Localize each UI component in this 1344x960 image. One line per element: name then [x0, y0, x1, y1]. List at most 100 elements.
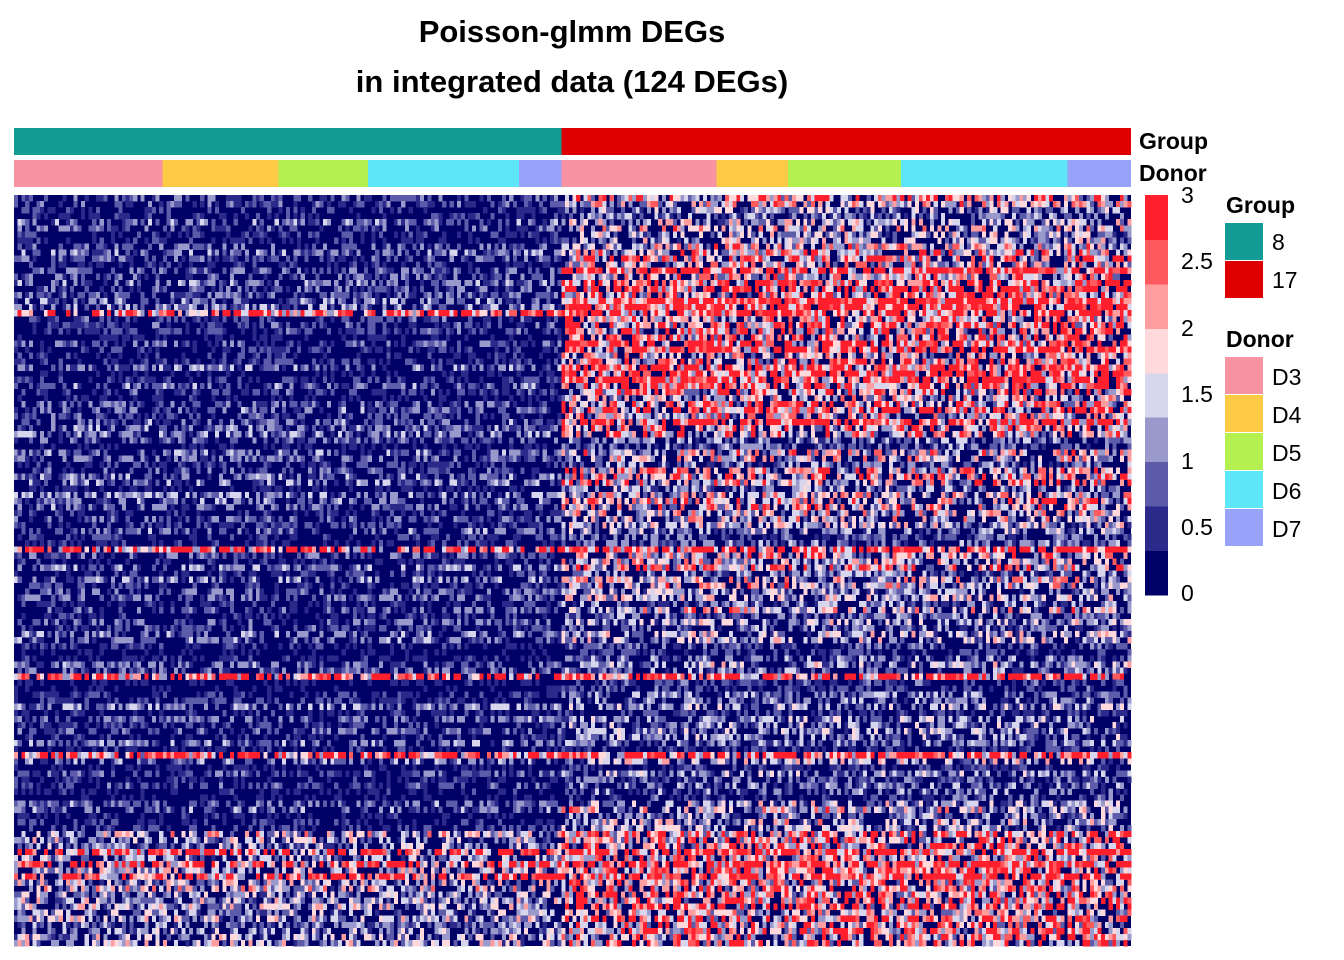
heatmap-cell: [587, 213, 592, 220]
heatmap-cell: [1052, 340, 1057, 347]
heatmap-cell: [650, 273, 655, 281]
donor-bar-17-d6: [900, 160, 1068, 187]
heatmap-cell: [110, 255, 115, 263]
heatmap-cell: [1023, 352, 1028, 359]
heatmap-cell: [1075, 273, 1080, 281]
heatmap-cell: [535, 255, 540, 263]
heatmap-cell: [695, 273, 700, 281]
heatmap-cell: [1026, 267, 1031, 275]
heatmap-cell: [728, 237, 734, 244]
heatmap-cell: [892, 322, 897, 329]
heatmap-cell: [713, 201, 719, 208]
heatmap-cell: [401, 340, 406, 347]
heatmap-cell: [1008, 249, 1013, 256]
heatmap-cell: [907, 316, 912, 323]
heatmap-cell: [911, 225, 916, 232]
heatmap-cell: [699, 322, 704, 329]
heatmap-cell: [1097, 201, 1102, 208]
heatmap-cell: [475, 358, 480, 365]
heatmap-cell: [721, 322, 726, 329]
heatmap-cell: [136, 285, 141, 293]
heatmap-cell: [14, 346, 19, 353]
heatmap-cell: [58, 255, 63, 263]
heatmap-cell: [1034, 273, 1039, 281]
heatmap-cell: [665, 328, 670, 335]
heatmap-cell: [579, 291, 585, 299]
heatmap-cell: [792, 213, 797, 220]
heatmap-cell: [866, 316, 871, 323]
heatmap-cell: [416, 261, 421, 269]
heatmap-cell: [725, 297, 730, 305]
heatmap-cell: [211, 322, 216, 329]
heatmap-cell: [1127, 340, 1132, 347]
heatmap-cell: [944, 322, 949, 329]
heatmap-cell: [959, 322, 964, 329]
heatmap-cell: [613, 267, 618, 275]
heatmap-cell: [795, 231, 801, 238]
heatmap-cell: [710, 310, 715, 317]
heatmap-cell: [1075, 231, 1080, 238]
heatmap-cell: [237, 358, 242, 365]
heatmap-cell: [1060, 340, 1065, 347]
heatmap-cell: [747, 316, 752, 323]
heatmap-cell: [352, 291, 357, 299]
heatmap-cell: [77, 291, 82, 299]
heatmap-cell: [1127, 249, 1132, 256]
heatmap-cell: [676, 316, 681, 323]
heatmap-cell: [557, 267, 562, 275]
heatmap-cell: [267, 358, 272, 365]
heatmap-cell: [1093, 285, 1098, 293]
heatmap-cell: [367, 195, 372, 202]
heatmap-cell: [58, 328, 63, 335]
heatmap-cell: [423, 231, 428, 238]
heatmap-cell: [1030, 297, 1035, 305]
heatmap-cell: [732, 273, 737, 281]
heatmap-cell: [211, 261, 216, 269]
heatmap-cell: [669, 334, 674, 341]
heatmap-cell: [84, 316, 89, 323]
heatmap-cell: [996, 249, 1002, 256]
heatmap-cell: [929, 213, 935, 220]
heatmap-cell: [196, 255, 201, 263]
heatmap-cell: [1086, 213, 1091, 220]
heatmap-cell: [1000, 310, 1005, 317]
heatmap-cell: [1097, 225, 1102, 232]
heatmap-cell: [371, 279, 376, 287]
heatmap-cell: [929, 249, 935, 256]
heatmap-cell: [259, 310, 264, 317]
heatmap-cell: [944, 328, 949, 335]
heatmap-cell: [862, 207, 868, 214]
heatmap-cell: [754, 249, 760, 256]
heatmap-cell: [159, 316, 164, 323]
heatmap-cell: [237, 267, 242, 275]
heatmap-cell: [457, 201, 462, 208]
heatmap-cell: [881, 243, 886, 250]
heatmap-cell: [624, 358, 629, 365]
heatmap-cell: [118, 304, 123, 311]
heatmap-cell: [587, 291, 592, 299]
heatmap-cell: [602, 340, 607, 347]
heatmap-cell: [807, 231, 812, 238]
heatmap-cell: [330, 316, 335, 323]
heatmap-cell: [397, 291, 402, 299]
heatmap-cell: [1041, 291, 1046, 299]
heatmap-cell: [620, 304, 626, 311]
heatmap-cell: [1060, 334, 1065, 341]
heatmap-cell: [188, 249, 194, 256]
heatmap-cell: [654, 352, 659, 359]
heatmap-cell: [1052, 243, 1057, 250]
heatmap-cell: [244, 255, 249, 263]
heatmap-cell: [650, 358, 655, 365]
heatmap-cell: [911, 219, 916, 226]
heatmap-cell: [349, 322, 354, 329]
heatmap-cell: [993, 328, 998, 335]
heatmap-cell: [412, 243, 417, 250]
heatmap-cell: [356, 195, 361, 202]
heatmap-cell: [524, 310, 529, 317]
heatmap-cell: [114, 346, 119, 353]
heatmap-cell: [114, 279, 119, 287]
heatmap-cell: [781, 291, 786, 299]
heatmap-cell: [211, 219, 216, 226]
heatmap-cell: [445, 358, 451, 365]
heatmap-cell: [788, 243, 793, 250]
